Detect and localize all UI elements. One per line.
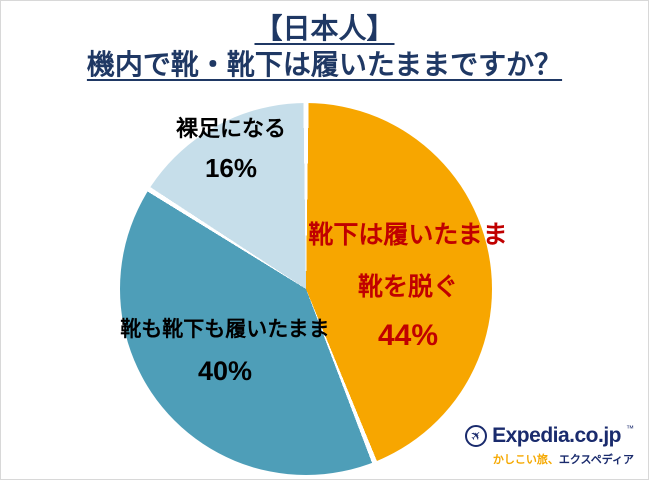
title-line-2: 機内で靴・靴下は履いたままですか？: [86, 49, 563, 81]
expedia-logo-row: ✈ Expedia.co.jp ™: [465, 424, 634, 448]
pie-chart: [120, 103, 492, 475]
expedia-logo: ✈ Expedia.co.jp ™ かしこい旅、エクスペディア: [465, 424, 634, 467]
label-barefoot-text: 裸足になる: [175, 116, 286, 141]
tagline-brand-text: エクスペディア: [558, 454, 634, 466]
expedia-brand-text: Expedia.co.jp: [492, 424, 621, 447]
label-shoes-and-socks-on: 靴も靴下も履いたまま 40%: [109, 313, 341, 387]
trademark-symbol: ™: [626, 424, 634, 433]
label-barefoot-percent: 16%: [204, 153, 258, 183]
page-title: 【日本人】 機内で靴・靴下は履いたままですか？: [1, 11, 648, 84]
label-socks-on-shoes-off: 靴下は履いたまま 靴を脱ぐ 44%: [289, 215, 527, 353]
label-socks-line2: 靴を脱ぐ: [357, 273, 458, 301]
airplane-icon: ✈: [465, 425, 488, 447]
expedia-tagline: かしこい旅、エクスペディア: [465, 451, 634, 467]
tagline-accent-text: かしこい旅、: [492, 454, 559, 466]
label-socks-line1: 靴下は履いたまま: [308, 221, 508, 249]
label-both-percent: 40%: [197, 356, 253, 386]
label-socks-percent: 44%: [377, 319, 439, 352]
label-barefoot: 裸足になる 16%: [141, 111, 321, 184]
title-line-1: 【日本人】: [254, 13, 395, 44]
label-both-text: 靴も靴下も履いたまま: [120, 318, 330, 341]
